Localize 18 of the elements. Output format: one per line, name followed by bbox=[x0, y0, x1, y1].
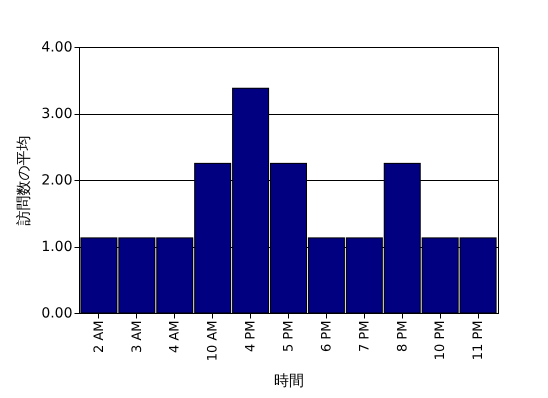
y-tick-label: 4.00 bbox=[41, 40, 72, 56]
x-tick-label: 8 PM bbox=[395, 320, 410, 352]
x-tick-label: 3 AM bbox=[130, 320, 145, 354]
x-tick-label: 7 PM bbox=[357, 320, 372, 352]
x-tick-label: 11 PM bbox=[471, 320, 486, 360]
x-tick-label: 5 PM bbox=[282, 320, 296, 352]
y-tick-label: 3.00 bbox=[41, 106, 72, 122]
x-tick-label: 4 AM bbox=[168, 320, 183, 354]
y-tick-label: 2.00 bbox=[41, 172, 72, 188]
y-tick-label: 1.00 bbox=[41, 239, 72, 255]
x-axis-title: 時間 bbox=[274, 371, 304, 390]
x-tick-label: 2 AM bbox=[92, 320, 107, 354]
x-tick-label: 6 PM bbox=[319, 320, 334, 352]
y-axis-title: 訪問数の平均 bbox=[14, 136, 32, 226]
y-tick-label: 0.00 bbox=[41, 306, 72, 322]
x-tick-label: 10 AM bbox=[206, 320, 221, 362]
x-tick-label: 10 PM bbox=[433, 320, 448, 360]
x-tick-label: 4 PM bbox=[244, 320, 259, 352]
